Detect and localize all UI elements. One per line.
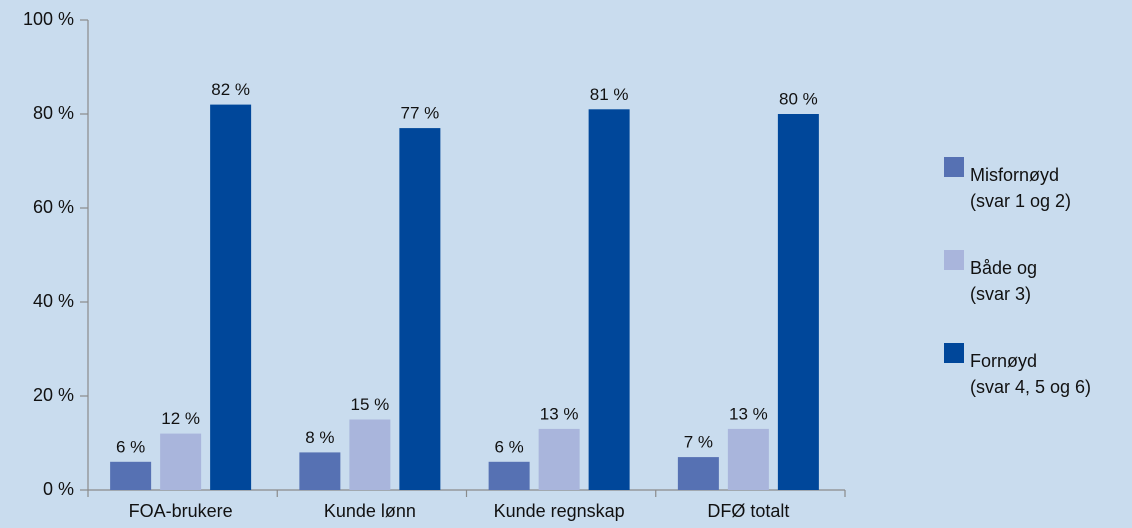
bar bbox=[588, 109, 630, 491]
x-tick-label: FOA-brukere bbox=[129, 501, 233, 521]
data-label: 7 % bbox=[684, 433, 713, 452]
data-label: 82 % bbox=[211, 80, 250, 99]
bar bbox=[727, 428, 769, 490]
x-tick-label: Kunde lønn bbox=[324, 501, 416, 521]
data-label: 6 % bbox=[116, 437, 145, 456]
y-tick-label: 100 % bbox=[23, 9, 74, 29]
legend-swatch bbox=[944, 343, 964, 363]
bar bbox=[399, 128, 441, 490]
bar bbox=[488, 461, 530, 490]
data-label: 80 % bbox=[779, 89, 818, 108]
data-label: 13 % bbox=[729, 404, 768, 423]
bar bbox=[538, 428, 580, 490]
y-tick-label: 20 % bbox=[33, 385, 74, 405]
data-label: 77 % bbox=[401, 104, 440, 123]
x-tick-label: Kunde regnskap bbox=[494, 501, 625, 521]
legend-swatch bbox=[944, 157, 964, 177]
bar bbox=[677, 457, 719, 490]
y-tick-label: 80 % bbox=[33, 103, 74, 123]
data-label: 13 % bbox=[540, 404, 579, 423]
y-tick-label: 40 % bbox=[33, 291, 74, 311]
data-label: 6 % bbox=[494, 437, 523, 456]
y-tick-label: 0 % bbox=[43, 479, 74, 499]
legend-label: Fornøyd (svar 4, 5 og 6) bbox=[970, 351, 1091, 397]
data-label: 8 % bbox=[305, 428, 334, 447]
bar bbox=[349, 419, 391, 490]
legend-label: Misfornøyd (svar 1 og 2) bbox=[970, 165, 1071, 211]
bar bbox=[210, 104, 252, 490]
bar bbox=[777, 114, 819, 490]
data-label: 81 % bbox=[590, 85, 629, 104]
bar bbox=[299, 452, 341, 490]
legend-swatch bbox=[944, 250, 964, 270]
data-label: 15 % bbox=[351, 395, 390, 414]
bar bbox=[110, 461, 152, 490]
bar bbox=[160, 433, 202, 490]
data-label: 12 % bbox=[161, 409, 200, 428]
x-tick-label: DFØ totalt bbox=[707, 501, 789, 521]
y-tick-label: 60 % bbox=[33, 197, 74, 217]
legend-label: Både og (svar 3) bbox=[970, 258, 1042, 304]
